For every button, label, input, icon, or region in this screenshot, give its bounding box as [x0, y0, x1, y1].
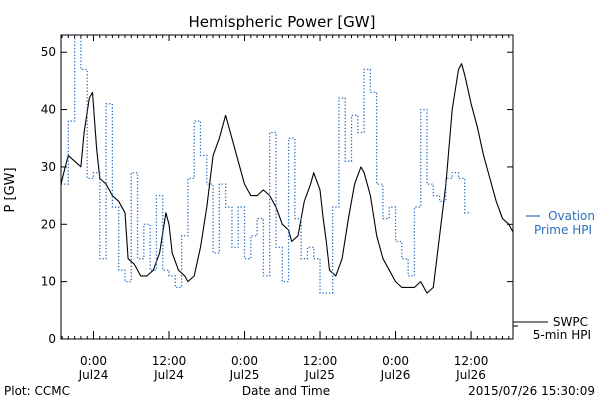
- y-tick-label: 50: [41, 45, 56, 59]
- y-tick-label: 40: [41, 103, 56, 117]
- x-tick-time-label: 12:00: [303, 354, 338, 368]
- x-tick-time-label: 0:00: [231, 354, 258, 368]
- x-axis-ticks: 0:00Jul2412:00Jul240:00Jul2512:00Jul250:…: [61, 35, 510, 382]
- x-tick-date-label: Jul24: [153, 368, 184, 382]
- y-tick-label: 30: [41, 160, 56, 174]
- y-axis-ticks: 0 10 20 30 40 50: [41, 45, 513, 346]
- x-tick-time-label: 12:00: [152, 354, 187, 368]
- y-tick-label: 0: [48, 332, 56, 346]
- series-layer: [61, 35, 513, 294]
- x-tick-time-label: 0:00: [382, 354, 409, 368]
- chart-title: Hemispheric Power [GW]: [189, 13, 376, 31]
- x-tick-date-label: Jul24: [78, 368, 109, 382]
- series-line-ovation: [61, 35, 472, 294]
- legend-swpc-line1: SWPC: [553, 315, 588, 329]
- y-tick-label: 10: [41, 275, 56, 289]
- legend-ovation: Ovation Prime HPI: [526, 209, 595, 237]
- x-axis-label: Date and Time: [242, 384, 330, 398]
- x-tick-date-label: Jul25: [229, 368, 260, 382]
- footer-timestamp: 2015/07/26 15:30:09: [468, 384, 595, 398]
- legend-swpc: SWPC 5-min HPI: [513, 315, 591, 342]
- legend-ovation-line2: Prime HPI: [534, 223, 592, 237]
- footer-plot-source: Plot: CCMC: [4, 384, 70, 398]
- x-tick-date-label: Jul26: [455, 368, 486, 382]
- plot-frame: [60, 34, 514, 340]
- x-tick-date-label: Jul25: [304, 368, 335, 382]
- y-axis-label: P [GW]: [3, 167, 18, 212]
- x-tick-time-label: 12:00: [454, 354, 489, 368]
- x-tick-date-label: Jul26: [380, 368, 411, 382]
- series-line-swpc: [61, 63, 513, 294]
- y-tick-label: 20: [41, 217, 56, 231]
- legend-swpc-line2: 5-min HPI: [533, 328, 591, 342]
- x-tick-time-label: 0:00: [80, 354, 107, 368]
- legend-ovation-line1: Ovation: [548, 209, 595, 223]
